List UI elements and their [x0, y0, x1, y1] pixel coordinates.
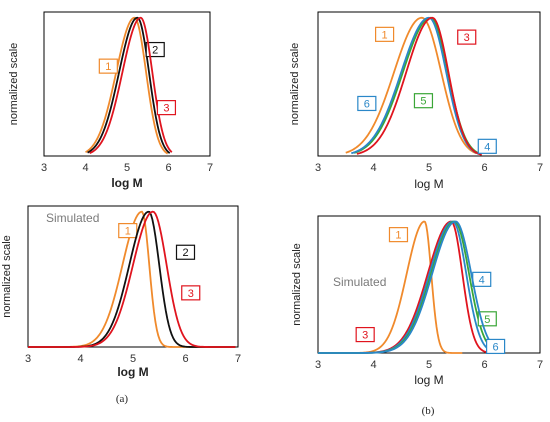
- y-axis-label: normalized scale: [291, 243, 303, 326]
- chart-top-right: 3 4 5 6 7 log M normalized scale 1 5 6 3 4: [289, 11, 543, 191]
- callout-5: 5: [413, 93, 434, 109]
- caption-a: (a): [116, 393, 129, 405]
- callout-3: 3: [181, 285, 201, 301]
- callout-1: 1: [118, 222, 138, 239]
- x-tick-label: 3: [315, 162, 321, 174]
- callout-box: [98, 58, 118, 74]
- callout-label: 6: [364, 98, 370, 110]
- callout-label: 1: [105, 61, 111, 73]
- y-axis-label: normalized scale: [289, 43, 301, 126]
- callout-3: 3: [457, 29, 477, 45]
- callout-label: 3: [464, 32, 470, 44]
- x-tick-label: 6: [481, 162, 487, 174]
- x-tick-label: 4: [370, 359, 376, 371]
- series-line-6: [318, 220, 499, 354]
- callout-6: 6: [357, 95, 377, 112]
- x-tick-label: 5: [426, 162, 432, 174]
- x-tick-label: 5: [130, 353, 136, 365]
- callout-label: 4: [479, 274, 485, 286]
- series-line-2: [87, 16, 171, 154]
- callout-label: 1: [382, 29, 388, 41]
- callout-box: [375, 26, 395, 42]
- x-tick-label: 5: [124, 162, 130, 174]
- x-tick-label: 5: [426, 359, 432, 371]
- callout-box: [457, 29, 477, 45]
- x-tick-label: 6: [165, 162, 171, 174]
- callout-label: 3: [188, 288, 194, 300]
- callout-label: 3: [163, 103, 169, 115]
- callout-2: 2: [145, 41, 165, 58]
- simulated-annotation: Simulated: [333, 275, 386, 289]
- x-axis-label: log M: [414, 177, 443, 191]
- series-line-3: [356, 16, 482, 156]
- callout-label: 6: [493, 341, 499, 353]
- series-line-1: [85, 16, 169, 155]
- y-axis-label: normalized scale: [1, 235, 13, 318]
- callout-1: 1: [98, 58, 118, 74]
- x-tick-label: 3: [41, 162, 47, 174]
- callout-6: 6: [486, 338, 506, 355]
- callout-3: 3: [156, 100, 177, 116]
- x-tick-label: 4: [82, 162, 88, 174]
- callout-label: 5: [420, 96, 426, 108]
- callout-box: [477, 138, 497, 154]
- callout-box: [156, 100, 177, 116]
- callout-box: [118, 222, 138, 239]
- callout-label: 3: [362, 330, 368, 342]
- callout-box: [355, 326, 375, 343]
- callout-box: [357, 95, 377, 112]
- callout-box: [486, 338, 506, 355]
- x-tick-label: 7: [537, 162, 543, 174]
- plot-frame: [317, 11, 541, 157]
- x-tick-label: 3: [315, 359, 321, 371]
- callout-box: [413, 93, 434, 109]
- plot-frame: [27, 205, 239, 348]
- simulated-annotation: Simulated: [46, 211, 99, 225]
- callout-label: 1: [395, 230, 401, 242]
- x-tick-label: 7: [537, 359, 543, 371]
- series-line-1: [345, 16, 477, 155]
- x-axis-label: log M: [414, 373, 443, 387]
- callout-box: [181, 285, 201, 301]
- y-axis-label: normalized scale: [8, 43, 20, 126]
- caption-b: (b): [422, 405, 435, 417]
- callout-box: [145, 41, 165, 58]
- callout-label: 4: [484, 141, 490, 153]
- series-line-6: [351, 16, 480, 155]
- x-axis-label: log M: [117, 365, 148, 379]
- callout-1: 1: [388, 227, 409, 243]
- x-tick-label: 6: [182, 353, 188, 365]
- x-axis-label: log M: [111, 176, 142, 190]
- callout-4: 4: [477, 138, 497, 154]
- callout-label: 5: [484, 314, 490, 326]
- callout-1: 1: [375, 26, 395, 42]
- x-tick-label: 3: [25, 353, 31, 365]
- chart-bottom-right: 3 4 5 6 7 log M normalized scale Simulated 1 3 4 5 6: [291, 215, 543, 387]
- x-tick-label: 7: [207, 162, 213, 174]
- series-line-3: [28, 210, 236, 348]
- callout-3: 3: [355, 326, 375, 343]
- x-tick-label: 7: [235, 353, 241, 365]
- x-tick-label: 4: [77, 353, 83, 365]
- plot-frame: [43, 11, 211, 157]
- callout-4: 4: [472, 271, 492, 287]
- callout-2: 2: [175, 244, 196, 260]
- callout-box: [175, 244, 196, 260]
- x-tick-label: 6: [481, 359, 487, 371]
- x-tick-label: 4: [370, 162, 376, 174]
- plot-frame: [317, 215, 541, 354]
- chart-top-left: 3 4 5 6 7 log M normalized scale 1 2 3: [8, 11, 213, 190]
- callout-label: 2: [182, 247, 188, 259]
- chart-bottom-left: 3 4 5 6 7 log M normalized scale Simulated 1 2 3: [1, 205, 241, 379]
- callout-box: [388, 227, 409, 243]
- callout-label: 1: [125, 226, 131, 238]
- callout-label: 2: [152, 45, 158, 57]
